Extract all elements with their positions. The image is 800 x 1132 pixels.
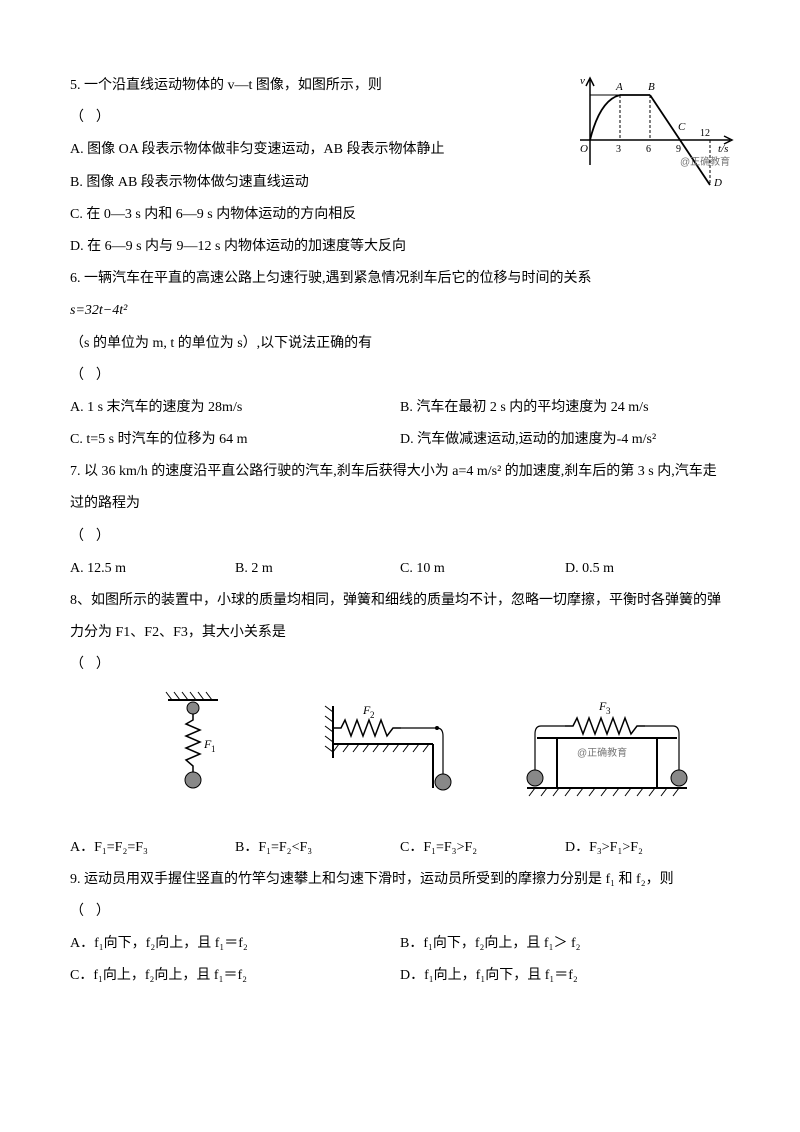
svg-text:B: B (648, 81, 655, 93)
q5-vt-graph: O 3 6 9 12 A (570, 70, 740, 190)
svg-text:A: A (615, 81, 623, 93)
q8-optD: D．F₃>F₁>F₂ (565, 832, 730, 864)
svg-text:3: 3 (616, 144, 621, 155)
q6-optB: B. 汽车在最初 2 s 内的平均速度为 24 m/s (400, 392, 730, 424)
q8-optB: B．F₁=F₂<F₃ (235, 832, 400, 864)
q9-optC: C．f₁向上，f₂向上，且 f₁＝f₂ (70, 960, 400, 992)
q6-optD: D. 汽车做减速运动,运动的加速度为-4 m/s² (400, 424, 730, 456)
q8-stem: 8、如图所示的装置中，小球的质量均相同，弹簧和细线的质量均不计，忽略一切摩擦，平… (70, 585, 730, 649)
q6-note: （s 的单位为 m, t 的单位为 s）,以下说法正确的有 (70, 328, 730, 360)
question-9: 9. 运动员用双手握住竖直的竹竿匀速攀上和匀速下滑时，运动员所受到的摩擦力分别是… (70, 864, 730, 993)
question-6: 6. 一辆汽车在平直的高速公路上匀速行驶,遇到紧急情况刹车后它的位移与时间的关系… (70, 263, 730, 456)
q8-paren: （ ） (70, 649, 730, 681)
q6-equation: s=32t−4t² (70, 295, 730, 327)
exam-page: O 3 6 9 12 A (0, 0, 800, 1132)
q7-stem: 7. 以 36 km/h 的速度沿平直公路行驶的汽车,刹车后获得大小为 a=4 … (70, 456, 730, 520)
q8-diagram-3: F 3 @正确教育 (503, 688, 710, 821)
question-8: 8、如图所示的装置中，小球的质量均相同，弹簧和细线的质量均不计，忽略一切摩擦，平… (70, 585, 730, 864)
q5-stem: 5. 一个沿直线运动物体的 v—t 图像，如图所示，则 (70, 70, 550, 102)
q6-optC: C. t=5 s 时汽车的位移为 64 m (70, 424, 400, 456)
q9-stem: 9. 运动员用双手握住竖直的竹竿匀速攀上和匀速下滑时，运动员所受到的摩擦力分别是… (70, 864, 730, 896)
svg-text:O: O (580, 143, 588, 155)
q9-optA: A．f₁向下，f₂向上，且 f₁＝f₂ (70, 928, 400, 960)
q8-diagrams: F 1 F 2 (90, 692, 710, 822)
q6-paren: （ ） (70, 360, 730, 392)
q7-optB: B. 2 m (235, 553, 400, 585)
watermark-text: @正确教育 (680, 155, 730, 168)
q7-paren: （ ） (70, 521, 730, 553)
watermark-text-2: @正确教育 (577, 746, 627, 759)
question-5: O 3 6 9 12 A (70, 70, 730, 263)
q8-diagram-2: F 2 (297, 688, 504, 821)
q5-paren: （ ） (70, 102, 550, 134)
q7-optC: C. 10 m (400, 553, 565, 585)
svg-text:12: 12 (700, 128, 710, 139)
svg-text:6: 6 (646, 144, 651, 155)
svg-text:t/s: t/s (718, 143, 728, 155)
svg-text:1: 1 (211, 744, 216, 754)
q6-optA: A. 1 s 末汽车的速度为 28m/s (70, 392, 400, 424)
svg-text:v: v (580, 75, 585, 87)
q5-optA: A. 图像 OA 段表示物体做非匀变速运动，AB 段表示物体静止 (70, 134, 550, 166)
svg-text:D: D (713, 177, 722, 189)
q5-optC: C. 在 0—3 s 内和 6—9 s 内物体运动的方向相反 (70, 199, 730, 231)
q7-optA: A. 12.5 m (70, 553, 235, 585)
q5-optD: D. 在 6—9 s 内与 9—12 s 内物体运动的加速度等大反向 (70, 231, 730, 263)
q9-optD: D．f₁向上，f₁向下，且 f₁＝f₂ (400, 960, 730, 992)
q9-optB: B．f₁向下，f₂向上，且 f₁＞ f₂ (400, 928, 730, 960)
q6-stem: 6. 一辆汽车在平直的高速公路上匀速行驶,遇到紧急情况刹车后它的位移与时间的关系 (70, 263, 730, 295)
q9-paren: （ ） (70, 896, 730, 928)
svg-text:2: 2 (370, 710, 375, 720)
q8-optC: C．F₁=F₃>F₂ (400, 832, 565, 864)
svg-text:3: 3 (606, 706, 611, 716)
svg-text:9: 9 (676, 144, 681, 155)
svg-text:C: C (678, 121, 686, 133)
q8-diagram-1: F 1 (90, 688, 297, 821)
q8-optA: A．F₁=F₂=F₃ (70, 832, 235, 864)
question-7: 7. 以 36 km/h 的速度沿平直公路行驶的汽车,刹车后获得大小为 a=4 … (70, 456, 730, 585)
q7-optD: D. 0.5 m (565, 553, 730, 585)
